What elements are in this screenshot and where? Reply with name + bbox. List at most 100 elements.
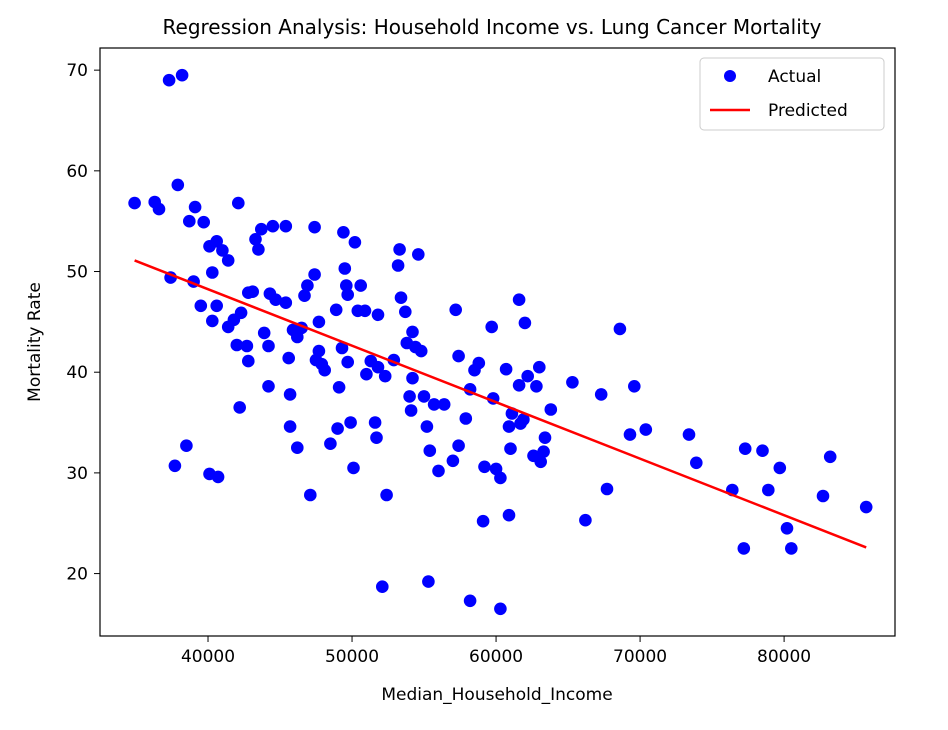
actual-point (594, 388, 608, 401)
actual-points (128, 68, 873, 616)
actual-point (738, 442, 752, 456)
actual-point (404, 404, 418, 417)
actual-point (613, 322, 627, 336)
actual-point (230, 338, 244, 352)
y-tick-label: 70 (66, 61, 88, 81)
actual-point (737, 542, 751, 555)
actual-point (628, 380, 641, 393)
actual-point (816, 489, 830, 503)
actual-point (502, 420, 516, 433)
actual-point (600, 482, 614, 496)
actual-point (690, 456, 703, 470)
actual-point (348, 236, 362, 249)
actual-point (417, 390, 431, 403)
actual-point (391, 259, 405, 272)
legend-actual-marker (724, 70, 736, 82)
actual-point (162, 73, 176, 87)
actual-point (358, 304, 372, 318)
actual-point (437, 398, 451, 411)
actual-point (298, 289, 311, 303)
actual-point (472, 356, 486, 370)
actual-point (266, 219, 280, 233)
actual-point (304, 488, 317, 502)
actual-point (512, 293, 526, 307)
x-tick-label: 70000 (613, 647, 667, 667)
x-tick-label: 60000 (469, 647, 523, 667)
y-tick-label: 50 (66, 263, 88, 283)
actual-point (221, 254, 235, 267)
legend: Actual Predicted (699, 57, 885, 131)
predicted-line-group (134, 259, 867, 549)
actual-point (329, 303, 343, 317)
actual-point (368, 416, 382, 429)
actual-point (171, 178, 185, 192)
actual-point (332, 381, 346, 394)
actual-point (168, 459, 182, 473)
actual-point (780, 522, 794, 535)
actual-point (312, 344, 326, 358)
actual-point (180, 439, 193, 453)
actual-point (756, 444, 769, 458)
actual-point (566, 376, 579, 389)
actual-point (291, 441, 304, 455)
actual-point (254, 222, 268, 236)
x-tick-label: 50000 (325, 647, 379, 667)
y-tick-label: 40 (66, 363, 88, 383)
actual-point (301, 279, 314, 292)
legend-actual-label: Actual (768, 67, 821, 87)
actual-point (406, 371, 419, 385)
actual-point (406, 325, 419, 339)
actual-point (530, 380, 543, 393)
actual-point (403, 390, 416, 403)
actual-point (452, 439, 465, 453)
x-tick-label: 80000 (757, 647, 811, 667)
actual-point (494, 602, 507, 616)
predicted-line (134, 259, 867, 549)
y-axis-label: Mortality Rate (25, 282, 45, 402)
actual-point (128, 196, 141, 210)
actual-point (512, 379, 526, 392)
actual-point (206, 266, 219, 279)
actual-point (188, 200, 202, 214)
actual-point (538, 431, 552, 445)
actual-point (427, 398, 441, 411)
actual-point (262, 339, 275, 353)
actual-point (283, 420, 297, 433)
actual-point (341, 288, 355, 302)
y-tick-label: 30 (66, 464, 88, 484)
actual-point (324, 437, 337, 451)
actual-point (194, 299, 208, 313)
actual-point (412, 248, 425, 261)
actual-point (534, 455, 547, 469)
actual-point (579, 513, 592, 527)
actual-point (152, 202, 166, 216)
actual-point (252, 243, 265, 256)
actual-point (773, 461, 787, 475)
actual-point (376, 580, 389, 593)
actual-point (347, 461, 360, 475)
actual-point (234, 306, 248, 320)
y-axis-ticks: 20 30 40 50 60 70 (66, 61, 100, 585)
actual-point (371, 360, 385, 374)
actual-point (459, 412, 473, 425)
actual-point (463, 594, 477, 608)
actual-point (371, 308, 385, 322)
actual-point (476, 514, 490, 528)
actual-point (682, 428, 696, 441)
actual-point (318, 363, 332, 377)
actual-point (432, 464, 445, 478)
actual-point (380, 488, 393, 502)
actual-point (206, 314, 219, 328)
actual-point (518, 316, 532, 330)
actual-point (494, 471, 507, 485)
actual-point (335, 341, 349, 355)
actual-point (262, 380, 275, 393)
actual-point (378, 369, 392, 383)
actual-point (393, 243, 406, 256)
actual-point (399, 305, 412, 319)
actual-point (197, 215, 210, 229)
actual-point (449, 303, 463, 317)
actual-point (521, 369, 534, 383)
actual-point (623, 428, 637, 441)
